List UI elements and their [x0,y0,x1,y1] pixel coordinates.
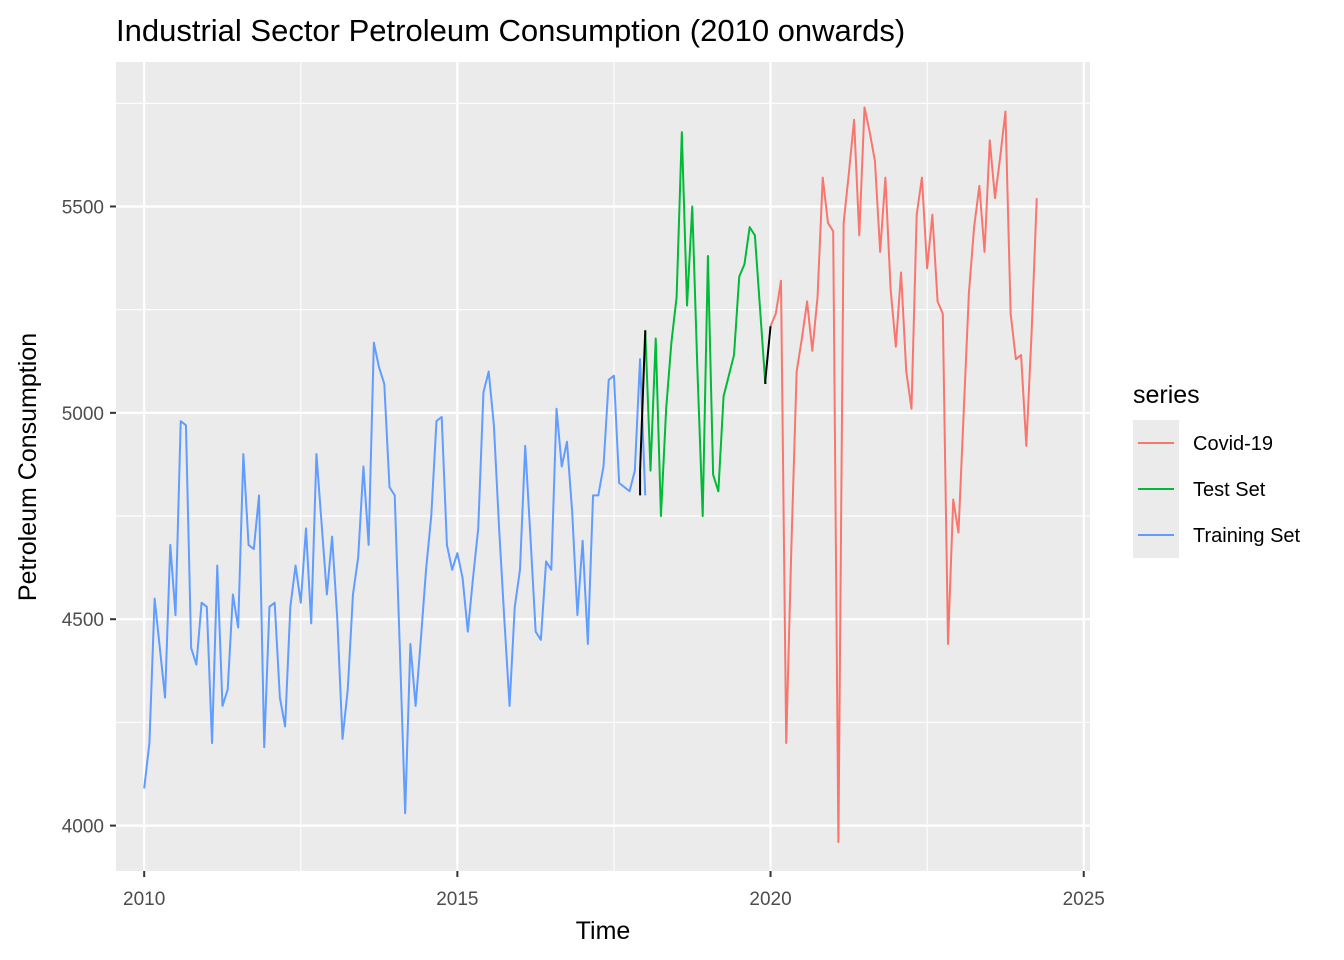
major-gridlines [116,62,1090,871]
x-tick-label: 2020 [749,889,791,910]
y-tick-label: 4500 [62,610,104,631]
series-line-training-set [143,341,647,815]
chart-title: Industrial Sector Petroleum Consumption … [116,13,905,48]
connector-segment [764,326,772,384]
y-tick-labels: 4000 4500 5000 5500 [62,197,104,837]
legend-title: series [1133,381,1200,409]
minor-gridlines [116,62,1090,871]
legend-label: Training Set [1193,525,1301,547]
legend-label: Test Set [1193,479,1266,501]
connector-segment [639,330,647,496]
series-line-test-set [644,131,767,518]
x-tick-labels: 2010 2015 2020 2025 [123,889,1105,910]
x-tick-label: 2025 [1063,889,1105,910]
legend: series Covid-19 Test Set Training Set [1133,381,1301,558]
legend-label: Covid-19 [1193,433,1273,455]
y-tick-label: 5500 [62,197,104,218]
x-tick-label: 2010 [123,889,165,910]
series-line-covid-19 [769,106,1038,844]
x-tick-label: 2015 [436,889,478,910]
x-axis-title: Time [576,917,631,945]
series-lines [143,106,1038,844]
y-tick-label: 5000 [62,404,104,425]
axis-ticks [110,205,1085,877]
y-axis-title: Petroleum Consumption [14,333,42,601]
y-tick-label: 4000 [62,817,104,838]
